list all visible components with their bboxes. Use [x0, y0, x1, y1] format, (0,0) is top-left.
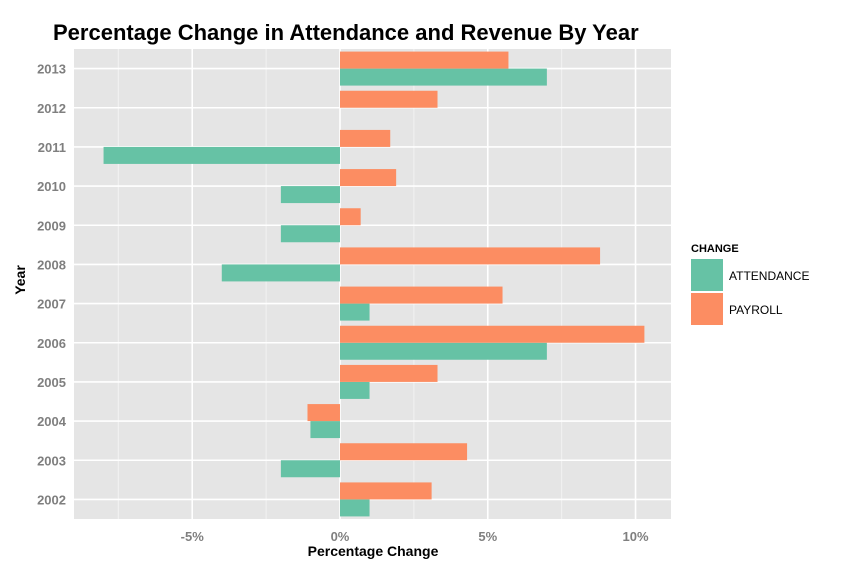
bar-payroll-2010 — [339, 169, 397, 187]
legend-key-payroll — [691, 293, 723, 325]
x-tick-label: 10% — [623, 529, 649, 544]
y-axis-title: Year — [12, 265, 28, 295]
bar-payroll-2008 — [339, 247, 601, 265]
y-tick-label: 2004 — [37, 414, 67, 429]
bar-payroll-2006 — [339, 325, 645, 343]
bar-attendance-2011 — [103, 146, 340, 164]
y-tick-label: 2010 — [37, 179, 66, 194]
bar-payroll-2002 — [339, 482, 432, 500]
y-tick-label: 2011 — [38, 140, 66, 155]
legend-label-attendance: ATTENDANCE — [729, 269, 809, 283]
x-tick-labels: -5% 0% 5% 10% — [181, 529, 649, 544]
y-tick-label: 2003 — [37, 453, 66, 468]
y-tick-label: 2005 — [37, 375, 66, 390]
y-tick-label: 2009 — [37, 218, 66, 233]
bar-attendance-2013 — [339, 68, 547, 86]
legend-key-attendance — [691, 259, 723, 291]
bar-attendance-2004 — [310, 421, 340, 439]
bar-payroll-2013 — [339, 51, 509, 69]
bar-attendance-2002 — [339, 499, 370, 517]
bar-attendance-2008 — [221, 264, 340, 282]
legend-label-payroll: PAYROLL — [729, 303, 783, 317]
y-tick-labels: 2002 2003 2004 2005 2006 2007 2008 2009 2010 2011… — [37, 62, 67, 508]
bar-payroll-2004 — [307, 404, 340, 422]
chart-title: Percentage Change in Attendance and Reve… — [53, 20, 639, 45]
bar-payroll-2012 — [339, 90, 438, 108]
bar-attendance-2007 — [339, 303, 370, 321]
minor-gridlines — [117, 49, 563, 519]
x-tick-label: 5% — [478, 529, 497, 544]
bar-payroll-2003 — [339, 443, 468, 461]
x-axis-title: Percentage Change — [308, 543, 439, 559]
bar-attendance-2006 — [339, 342, 547, 360]
y-tick-label: 2013 — [37, 62, 66, 77]
bar-attendance-2003 — [280, 460, 340, 478]
bar-payroll-2007 — [339, 286, 503, 304]
bars — [103, 51, 645, 517]
bar-payroll-2011 — [339, 129, 391, 147]
y-tick-label: 2012 — [37, 101, 66, 116]
legend: CHANGE ATTENDANCE PAYROLL — [691, 243, 809, 325]
bar-attendance-2009 — [280, 225, 340, 243]
plot-panel — [74, 49, 671, 519]
y-tick-label: 2008 — [37, 257, 66, 272]
x-tick-label: 0% — [331, 529, 350, 544]
bar-attendance-2010 — [280, 186, 340, 204]
legend-title: CHANGE — [691, 243, 739, 255]
bar-payroll-2005 — [339, 364, 438, 382]
bar-payroll-2009 — [339, 208, 361, 226]
x-tick-label: -5% — [181, 529, 205, 544]
bar-attendance-2005 — [339, 381, 370, 399]
y-tick-label: 2002 — [37, 492, 66, 507]
y-tick-label: 2006 — [37, 336, 66, 351]
y-tick-label: 2007 — [37, 297, 66, 312]
